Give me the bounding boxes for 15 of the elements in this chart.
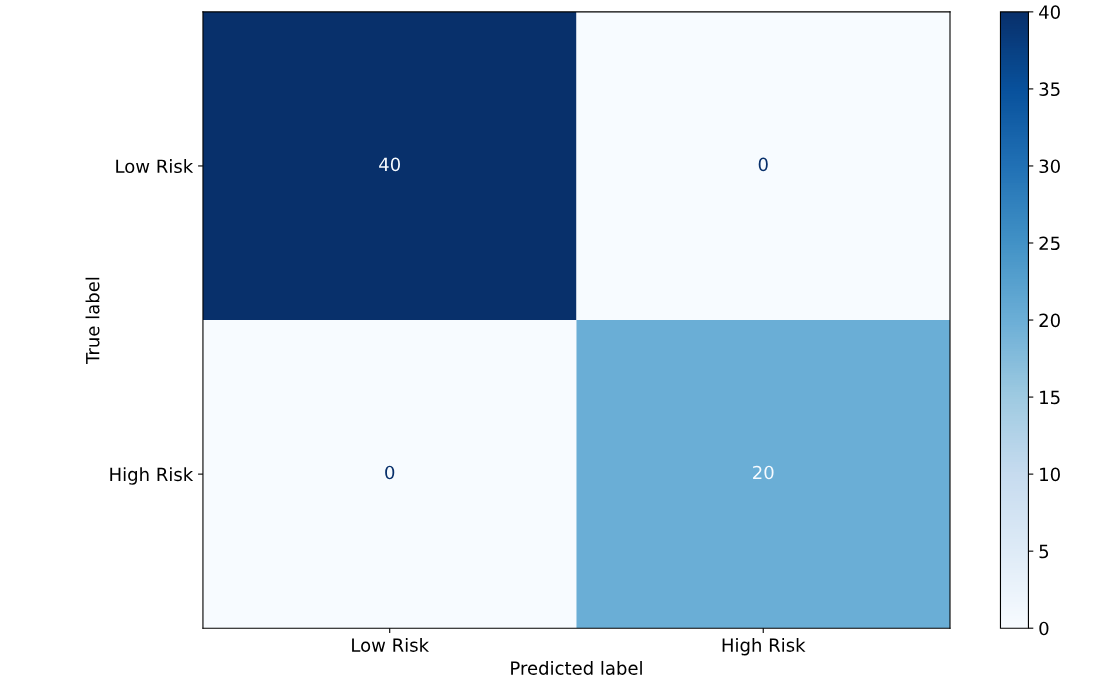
y-axis-title: True label [85,277,100,364]
data-label: 0 [385,465,395,480]
color-bar-label: 30 [1039,159,1060,174]
color-bar-label: 15 [1040,390,1060,405]
color-bar-label: 10 [1040,467,1060,482]
color-bar-label: 35 [1039,82,1060,97]
data-label: 40 [379,157,400,172]
data-label: 0 [758,157,768,172]
color-bar-label: 0 [1039,621,1049,636]
color-bar-label: 40 [1039,5,1060,19]
color-bar-label: 25 [1039,236,1060,251]
color-bar-label: 5 [1039,544,1049,559]
color-bar-label: 20 [1039,313,1060,328]
data-label: 20 [753,465,774,480]
x-axis-title: Predicted label [511,660,642,675]
